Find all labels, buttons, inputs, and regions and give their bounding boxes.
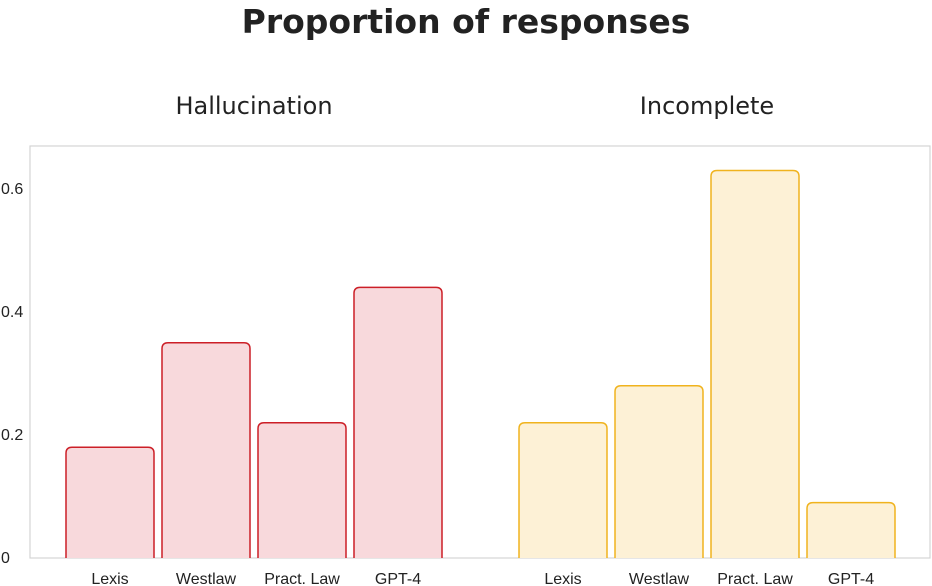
panel-title: Hallucination xyxy=(175,92,332,120)
bar xyxy=(806,501,896,558)
y-tick-label: 0.2 xyxy=(1,427,23,444)
category-label: Westlaw xyxy=(176,571,237,586)
bar xyxy=(353,286,443,558)
category-label: Pract. Law xyxy=(264,571,340,586)
category-label: Lexis xyxy=(544,571,581,586)
category-label: Lexis xyxy=(91,571,128,586)
bar xyxy=(614,385,704,558)
category-label: Pract. Law xyxy=(717,571,793,586)
y-tick-label: 0.4 xyxy=(1,304,23,321)
plot-frame xyxy=(29,145,931,559)
category-label: Westlaw xyxy=(629,571,690,586)
y-tick-label: 0 xyxy=(1,550,10,567)
bar xyxy=(518,421,608,558)
bar xyxy=(257,421,347,558)
y-tick-label: 0.6 xyxy=(1,181,23,198)
bar xyxy=(65,446,155,558)
category-label: GPT-4 xyxy=(828,571,874,586)
bar xyxy=(710,169,800,558)
category-label: GPT-4 xyxy=(375,571,421,586)
chart-title: Proportion of responses xyxy=(242,2,691,41)
panel-title: Incomplete xyxy=(640,92,774,120)
bar xyxy=(161,342,251,558)
